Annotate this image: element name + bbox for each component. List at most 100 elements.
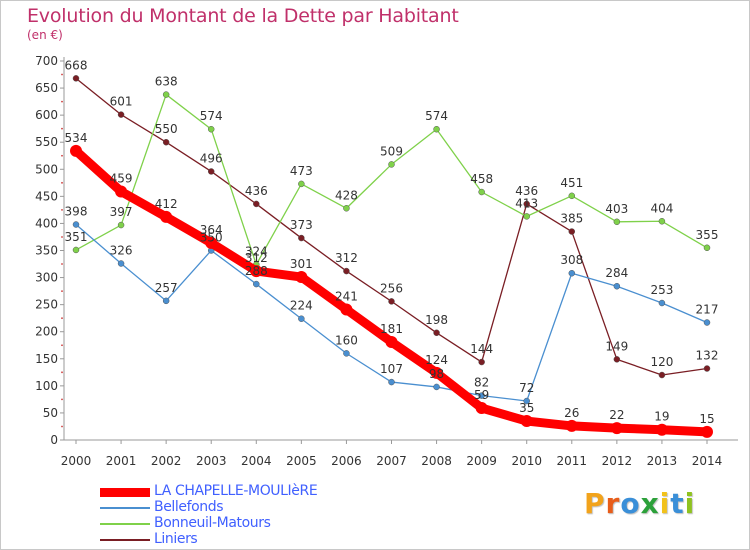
data-point bbox=[568, 192, 576, 200]
data-label: 284 bbox=[605, 266, 628, 280]
y-tick-label: 400 bbox=[35, 216, 58, 230]
x-tick-label: 2002 bbox=[151, 454, 182, 468]
data-label: 253 bbox=[650, 283, 673, 297]
y-minor-tick bbox=[61, 181, 63, 184]
data-point bbox=[478, 392, 485, 399]
data-label: 224 bbox=[290, 299, 313, 313]
data-point bbox=[298, 234, 305, 242]
y-minor-tick bbox=[61, 371, 63, 374]
data-point bbox=[565, 419, 578, 432]
data-label: 601 bbox=[110, 95, 133, 109]
data-label: 257 bbox=[155, 281, 178, 295]
legend-swatch bbox=[100, 539, 150, 541]
data-point bbox=[343, 350, 350, 357]
y-minor-tick bbox=[61, 425, 63, 428]
data-point bbox=[72, 75, 80, 82]
data-label: 398 bbox=[65, 205, 88, 219]
data-point bbox=[655, 423, 668, 436]
data-point bbox=[117, 260, 125, 267]
data-label: 436 bbox=[245, 184, 268, 198]
x-tick-label: 2009 bbox=[466, 454, 497, 468]
data-label: 288 bbox=[245, 264, 268, 278]
data-label: 397 bbox=[110, 205, 133, 219]
data-label: 404 bbox=[650, 201, 673, 215]
x-tick-label: 2010 bbox=[511, 454, 542, 468]
data-label: 509 bbox=[380, 144, 403, 158]
data-label: 459 bbox=[110, 171, 133, 185]
data-point bbox=[610, 422, 623, 435]
x-tick-label: 2013 bbox=[647, 454, 678, 468]
y-tick-label: 150 bbox=[35, 352, 58, 366]
data-point bbox=[117, 221, 125, 229]
data-label: 550 bbox=[155, 122, 178, 136]
chart-title: Evolution du Montant de la Dette par Hab… bbox=[27, 5, 459, 27]
y-minor-tick bbox=[61, 73, 63, 76]
data-label: 351 bbox=[65, 230, 88, 244]
data-label: 428 bbox=[335, 188, 358, 202]
data-point bbox=[72, 246, 80, 254]
data-point bbox=[340, 303, 353, 316]
y-tick-label: 450 bbox=[35, 189, 58, 203]
data-label: 324 bbox=[245, 245, 268, 259]
legend-swatch bbox=[100, 507, 150, 509]
data-point bbox=[207, 125, 215, 133]
data-point bbox=[162, 297, 170, 305]
x-tick-label: 2001 bbox=[106, 454, 137, 468]
x-tick-label: 2012 bbox=[602, 454, 633, 468]
data-point bbox=[568, 228, 576, 235]
y-tick-label: 600 bbox=[35, 108, 58, 122]
data-label: 350 bbox=[200, 231, 223, 245]
data-point bbox=[433, 383, 440, 391]
data-label: 312 bbox=[335, 251, 358, 265]
data-label: 574 bbox=[200, 109, 223, 123]
data-label: 72 bbox=[519, 381, 534, 395]
data-label: 385 bbox=[560, 212, 583, 226]
x-tick-label: 2007 bbox=[376, 454, 407, 468]
y-tick-label: 50 bbox=[43, 406, 58, 420]
data-label: 26 bbox=[564, 406, 579, 420]
data-label: 668 bbox=[65, 58, 88, 72]
data-point bbox=[478, 188, 485, 196]
data-point bbox=[388, 298, 395, 305]
legend-label: Liniers bbox=[154, 531, 198, 547]
data-label: 413 bbox=[515, 196, 538, 210]
data-point bbox=[430, 366, 443, 379]
data-label: 301 bbox=[290, 257, 313, 271]
data-label: 120 bbox=[650, 355, 673, 369]
x-tick-label: 2006 bbox=[331, 454, 362, 468]
data-point bbox=[72, 221, 80, 228]
data-point bbox=[388, 161, 395, 168]
data-point bbox=[117, 111, 125, 118]
y-tick-label: 500 bbox=[35, 162, 58, 176]
data-label: 241 bbox=[335, 290, 358, 304]
data-label: 256 bbox=[380, 281, 403, 295]
y-tick-label: 0 bbox=[50, 433, 58, 447]
data-label: 458 bbox=[470, 172, 493, 186]
data-label: 22 bbox=[609, 408, 624, 422]
y-minor-tick bbox=[61, 100, 63, 103]
data-label: 326 bbox=[110, 243, 133, 257]
data-point bbox=[115, 185, 128, 198]
data-point bbox=[523, 213, 530, 220]
data-label: 638 bbox=[155, 75, 178, 89]
data-label: 15 bbox=[699, 412, 714, 426]
data-point bbox=[298, 315, 305, 322]
legend-label: LA CHAPELLE-MOULIèRE bbox=[154, 483, 318, 499]
data-point bbox=[613, 282, 621, 290]
data-point bbox=[388, 378, 395, 386]
data-label: 496 bbox=[200, 151, 223, 165]
data-point bbox=[162, 138, 170, 146]
data-point bbox=[205, 236, 218, 249]
y-minor-tick bbox=[61, 208, 63, 211]
data-point bbox=[703, 365, 711, 372]
data-label: 473 bbox=[290, 164, 313, 178]
data-point bbox=[568, 269, 576, 277]
series-line-2 bbox=[75, 93, 708, 266]
x-tick-label: 2011 bbox=[557, 454, 588, 468]
y-minor-tick bbox=[61, 127, 63, 130]
data-label: 132 bbox=[696, 349, 719, 363]
data-label: 355 bbox=[696, 228, 719, 242]
data-label: 436 bbox=[515, 184, 538, 198]
y-minor-tick bbox=[61, 263, 63, 265]
